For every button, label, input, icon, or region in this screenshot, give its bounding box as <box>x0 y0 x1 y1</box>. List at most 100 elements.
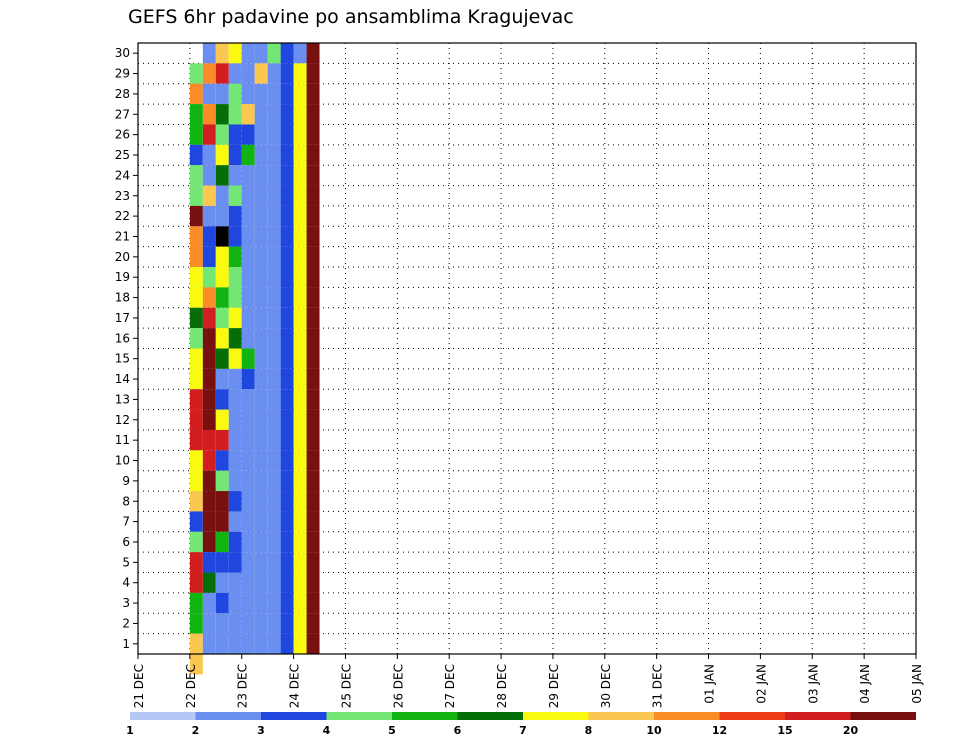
heat-cell <box>254 205 268 227</box>
y-tick-label: 5 <box>122 555 130 569</box>
heat-cell <box>215 572 229 593</box>
heat-cell <box>293 613 307 634</box>
x-tick-label: 21 DEC <box>132 664 146 708</box>
heat-cell <box>254 267 268 288</box>
heat-cell <box>202 287 216 308</box>
x-tick-label: 01 JAN <box>703 664 717 704</box>
x-tick-label: 30 DEC <box>599 664 613 708</box>
y-tick-label: 4 <box>122 576 130 590</box>
colorbar-label: 5 <box>388 724 396 737</box>
heat-cell <box>202 613 216 634</box>
heat-cell <box>293 165 307 186</box>
heat-cell <box>280 531 294 553</box>
heat-cell <box>254 246 268 268</box>
colorbar-swatch <box>326 712 392 720</box>
heat-cell <box>189 429 203 451</box>
heat-cell <box>189 531 203 553</box>
heat-cell <box>202 348 216 369</box>
heat-cell <box>306 450 320 471</box>
heat-cell <box>241 63 255 84</box>
heat-cell <box>241 368 255 390</box>
y-tick-label: 28 <box>115 87 130 101</box>
heat-cell <box>228 491 242 512</box>
heat-cell <box>267 63 281 84</box>
heat-cell <box>241 165 255 186</box>
heat-cell <box>267 592 281 614</box>
heat-cell <box>254 531 268 553</box>
heat-cell <box>254 592 268 614</box>
heat-cell <box>267 246 281 268</box>
heat-cell <box>306 104 320 125</box>
heat-cell <box>241 491 255 512</box>
heat-cell <box>202 429 216 451</box>
heat-cell <box>241 307 255 329</box>
heat-cell <box>215 328 229 349</box>
heat-cell <box>189 491 203 512</box>
heat-cell <box>293 368 307 390</box>
heat-cell <box>280 307 294 329</box>
heat-cell <box>306 165 320 186</box>
colorbar-label: 6 <box>454 724 462 737</box>
heat-cell <box>241 450 255 471</box>
heat-cell <box>241 633 255 654</box>
x-tick-label: 22 DEC <box>184 664 198 708</box>
heat-cell <box>228 409 242 430</box>
heat-cell <box>254 491 268 512</box>
heat-cell <box>228 83 242 105</box>
heat-cell <box>215 287 229 308</box>
heat-cell <box>228 287 242 308</box>
heat-cell <box>202 307 216 329</box>
heat-cell <box>228 246 242 268</box>
heat-cell <box>189 83 203 105</box>
heat-cell <box>215 592 229 614</box>
heat-cell <box>267 83 281 105</box>
heat-cell <box>254 104 268 125</box>
heat-cell <box>306 307 320 329</box>
y-tick-label: 7 <box>122 515 130 529</box>
colorbar-swatch <box>588 712 654 720</box>
heat-cell <box>241 328 255 349</box>
heat-cell <box>293 63 307 84</box>
heat-cell <box>306 552 320 573</box>
heat-cell <box>280 165 294 186</box>
heat-cell <box>215 633 229 654</box>
heat-cell <box>215 83 229 105</box>
heat-cell <box>228 226 242 247</box>
heat-cell <box>267 470 281 492</box>
heat-cell <box>280 144 294 166</box>
heat-cell <box>189 246 203 268</box>
heat-cell <box>293 348 307 369</box>
heat-cell <box>293 429 307 451</box>
heat-cell <box>202 144 216 166</box>
heat-cell <box>215 531 229 553</box>
heat-cell <box>280 104 294 125</box>
heat-cell <box>280 246 294 268</box>
heat-cell <box>267 124 281 145</box>
colorbar-label: 20 <box>843 724 859 737</box>
x-tick-label: 31 DEC <box>651 664 665 708</box>
heat-cell <box>228 185 242 206</box>
heat-cell <box>306 572 320 593</box>
y-tick-label: 19 <box>115 270 130 284</box>
y-tick-label: 25 <box>115 148 130 162</box>
heat-cell <box>267 104 281 125</box>
y-tick-label: 16 <box>115 331 130 345</box>
heat-cell <box>293 389 307 410</box>
heat-cell <box>228 205 242 227</box>
y-tick-label: 12 <box>115 413 130 427</box>
heat-cell <box>228 307 242 329</box>
heat-cell <box>254 348 268 369</box>
heat-cell <box>280 226 294 247</box>
heat-cell <box>228 429 242 451</box>
heat-cell <box>189 205 203 227</box>
heat-cell <box>267 165 281 186</box>
heat-cell <box>280 633 294 654</box>
heat-cell <box>280 43 294 64</box>
heat-cell <box>189 511 203 532</box>
x-tick-label: 04 JAN <box>858 664 872 704</box>
heat-cell <box>241 267 255 288</box>
heat-cell <box>202 511 216 532</box>
y-tick-label: 29 <box>115 67 130 81</box>
y-tick-label: 11 <box>115 433 130 447</box>
heat-cell <box>293 205 307 227</box>
